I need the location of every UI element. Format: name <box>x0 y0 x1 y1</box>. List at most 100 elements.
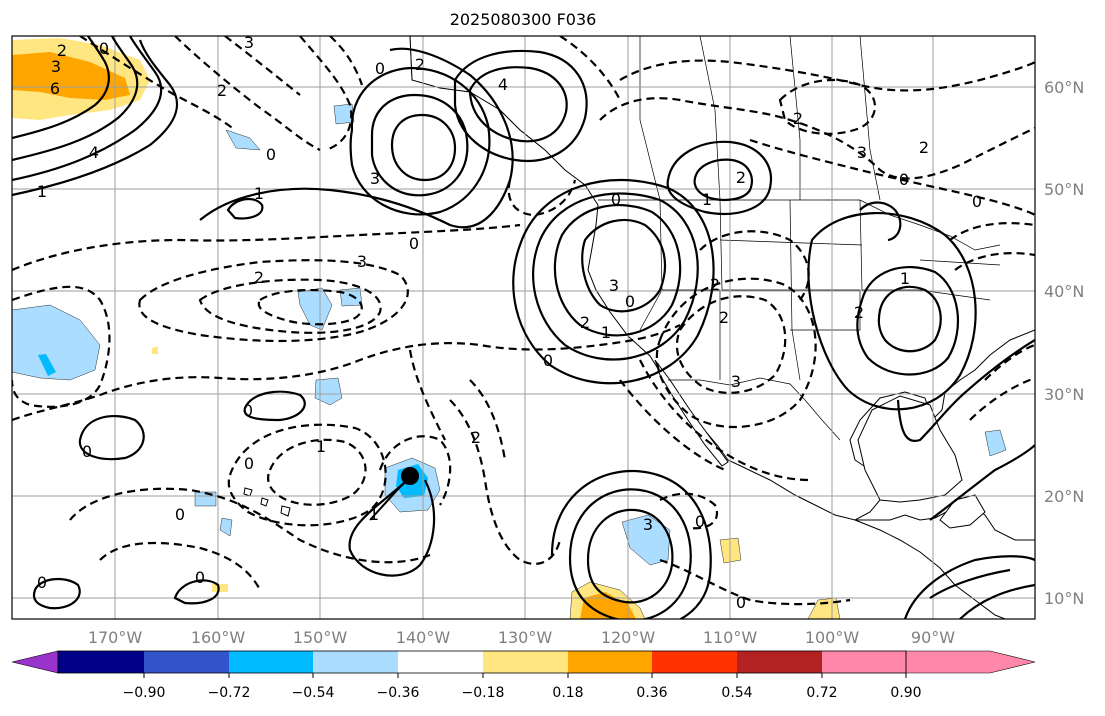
storm-track <box>369 475 411 521</box>
contour-label: 2 <box>471 428 481 447</box>
colorbar-tick-label: −0.72 <box>208 685 251 701</box>
contour-label: 0 <box>899 170 909 189</box>
contour-label: 1 <box>601 323 611 342</box>
contour-label: 0 <box>195 568 205 587</box>
contour-lines <box>12 36 1035 619</box>
contour-solid-0-sw <box>32 577 81 610</box>
colorbar-extend-min <box>11 650 59 674</box>
contour-label: 0 <box>695 512 705 531</box>
contour-dash-south-c <box>69 487 431 564</box>
contour-label: 2 <box>254 268 264 287</box>
contour-solid-mont-2 <box>693 158 753 201</box>
positive-fill-o <box>152 346 158 354</box>
contour-label: 0 <box>266 145 276 164</box>
contour-label: 2 <box>854 303 864 322</box>
positive-fill-south-core <box>580 592 636 619</box>
contour-label: 1 <box>369 505 379 524</box>
contour-dash-mid-a <box>12 223 521 272</box>
contour-solid-0-west-2 <box>243 390 306 422</box>
contour-dash-bc <box>507 179 577 217</box>
contour-solid-gulf-a <box>199 47 514 229</box>
lon-label-160w: 160°W <box>191 628 246 647</box>
contour-dash-mid-b <box>138 259 409 343</box>
colorbar-segment <box>229 651 313 673</box>
colorbar-tick-label: 0.90 <box>890 685 921 701</box>
contour-label: 2 <box>57 41 67 60</box>
colorbar-tick-label: −0.90 <box>123 685 166 701</box>
contour-label: 1 <box>316 437 326 456</box>
contour-solid-plains-b <box>856 265 960 376</box>
lat-label-30n: 30°N <box>1044 385 1084 404</box>
colorbar-tick-label: 0.54 <box>721 685 752 701</box>
contour-label: 0 <box>625 292 635 311</box>
colorbar-tick-label: −0.54 <box>292 685 335 701</box>
colorbar-segment <box>58 651 144 673</box>
contour-solid-gulf-d <box>390 113 457 182</box>
contour-solid-nw-4 <box>12 36 110 140</box>
contour-label: 1 <box>37 182 47 201</box>
contour-solid-nw-1 <box>12 39 179 197</box>
lat-label-20n: 20°N <box>1044 487 1084 506</box>
contour-solid-gulf-se-2 <box>929 568 1035 619</box>
coastlines <box>243 36 1035 619</box>
colorbar: −0.90 −0.72 −0.54 −0.36 −0.18 0.18 0.36 … <box>11 650 1036 701</box>
contour-dash-pac-nw <box>599 97 1035 180</box>
positive-fill-p <box>212 584 228 592</box>
contour-solid-nw-3 <box>12 36 139 162</box>
contour-dash-east-b <box>949 222 1035 271</box>
lon-label-140w: 140°W <box>396 628 451 647</box>
lat-label-10n: 10°N <box>1044 589 1084 608</box>
contour-label: 4 <box>498 75 508 94</box>
contour-solid-plains-d <box>896 339 1035 443</box>
contour-dash-canada <box>778 78 876 135</box>
lon-label-150w: 150°W <box>293 628 348 647</box>
contour-solid-sw-eddy <box>586 508 674 604</box>
contour-solid-cal-a <box>581 218 667 313</box>
contour-dash-south-i <box>659 492 718 530</box>
negative-fill-c <box>314 377 343 406</box>
colorbar-extend-max <box>905 650 1036 674</box>
negative-fill-h <box>621 514 671 566</box>
contour-solid-alaska <box>468 66 568 143</box>
contour-dash-ak-a <box>299 36 353 152</box>
contour-label: 1 <box>702 190 712 209</box>
contour-label: 1 <box>254 184 264 203</box>
contour-label: 0 <box>99 39 109 58</box>
colorbar-tick-label: 0.72 <box>806 685 837 701</box>
colorbar-segment <box>144 651 229 673</box>
lon-label-100w: 100°W <box>805 628 860 647</box>
lon-label-170w: 170°W <box>88 628 143 647</box>
contour-dash-sw-us-c <box>639 359 811 482</box>
contour-solid-gulf-c <box>370 93 469 197</box>
contour-label: 0 <box>244 454 254 473</box>
contour-solid-0-west <box>78 414 145 461</box>
contour-label: 2 <box>710 275 720 294</box>
contour-dash-ak-b <box>329 36 364 86</box>
contour-solid-plains-c <box>807 212 977 411</box>
contour-solid-0-e <box>929 444 1035 521</box>
contour-label: 2 <box>415 55 425 74</box>
lon-label-90w: 90°W <box>911 628 955 647</box>
contour-solid-0-sw-2 <box>173 579 220 605</box>
north-america-landmass <box>409 36 1035 521</box>
colorbar-outline <box>57 650 907 674</box>
contour-label: 0 <box>375 59 385 78</box>
us-mexico-border <box>668 377 841 441</box>
lon-label-130w: 130°W <box>498 628 553 647</box>
contour-label: 0 <box>175 505 185 524</box>
contour-dash-south-b <box>227 423 387 527</box>
lon-label-120w: 120°W <box>601 628 656 647</box>
contour-dash-nw-0 <box>79 36 236 131</box>
map-title: 2025080300 F036 <box>450 10 597 29</box>
contour-solid-sw-eddy-3 <box>550 469 712 619</box>
baja-california <box>654 359 729 467</box>
negative-fill-west-core <box>38 354 56 376</box>
contour-solid-storm-loop <box>348 477 436 577</box>
colorbar-segment <box>737 651 822 673</box>
contour-label: 3 <box>51 57 61 76</box>
longitude-axis: 170°W 160°W 150°W 140°W 130°W 120°W 110°… <box>88 628 955 647</box>
lat-label-50n: 50°N <box>1044 180 1084 199</box>
colorbar-tick-label: −0.18 <box>462 685 505 701</box>
contour-dash-south-d <box>378 435 452 506</box>
contour-solid-sw-eddy-2 <box>568 488 692 619</box>
